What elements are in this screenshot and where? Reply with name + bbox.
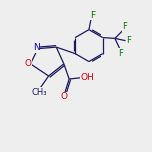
Text: N: N	[33, 43, 40, 52]
Text: F: F	[118, 49, 123, 58]
Text: F: F	[122, 22, 127, 31]
Text: CH₃: CH₃	[32, 88, 47, 97]
Text: OH: OH	[81, 73, 95, 82]
Text: F: F	[126, 36, 131, 45]
Text: O: O	[60, 92, 67, 101]
Text: O: O	[25, 59, 32, 68]
Text: F: F	[90, 11, 96, 20]
